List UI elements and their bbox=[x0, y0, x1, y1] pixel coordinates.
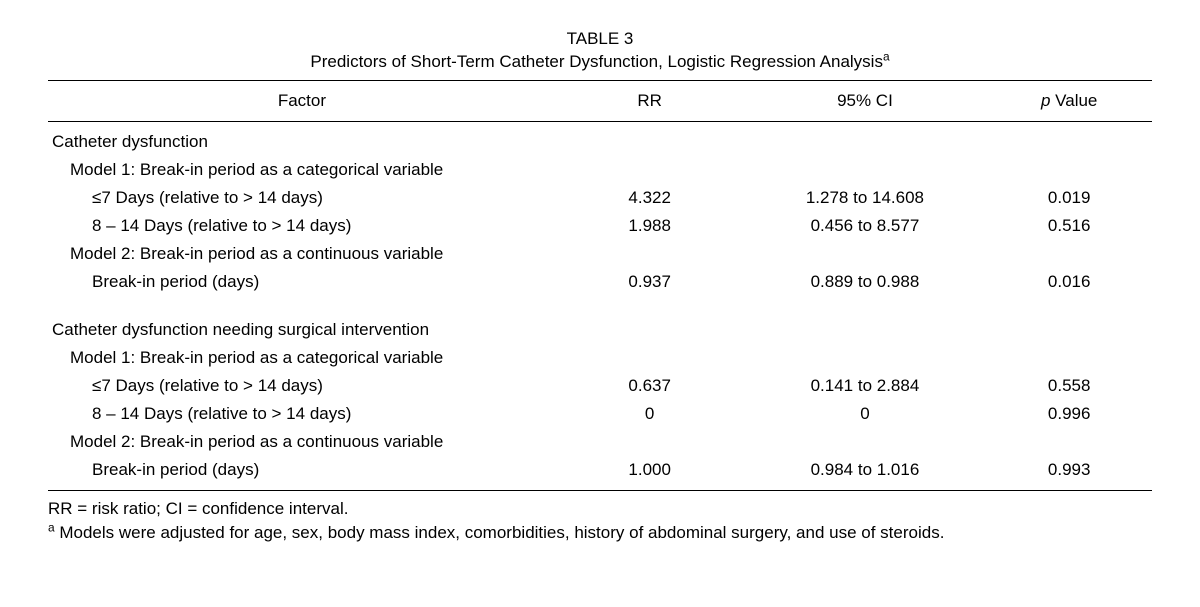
model-label-row: Model 2: Break-in period as a continuous… bbox=[48, 240, 1152, 268]
cell-ci: 0 bbox=[744, 400, 987, 428]
table-body: Catheter dysfunctionModel 1: Break-in pe… bbox=[48, 121, 1152, 490]
cell-p: 0.019 bbox=[986, 184, 1152, 212]
footnote-text: Models were adjusted for age, sex, body … bbox=[55, 523, 945, 542]
data-row: ≤7 Days (relative to > 14 days)0.6370.14… bbox=[48, 372, 1152, 400]
section-heading-row: Catheter dysfunction needing surgical in… bbox=[48, 310, 1152, 344]
cell-factor: Break-in period (days) bbox=[48, 268, 556, 296]
regression-table: Factor RR 95% CI p Value Catheter dysfun… bbox=[48, 80, 1152, 491]
footnote-a: a Models were adjusted for age, sex, bod… bbox=[48, 521, 1152, 545]
cell-p: 0.516 bbox=[986, 212, 1152, 240]
model-label: Model 2: Break-in period as a continuous… bbox=[48, 240, 1152, 268]
data-row: 8 – 14 Days (relative to > 14 days)1.988… bbox=[48, 212, 1152, 240]
cell-rr: 0.637 bbox=[556, 372, 744, 400]
model-label: Model 2: Break-in period as a continuous… bbox=[48, 428, 1152, 456]
cell-rr: 0.937 bbox=[556, 268, 744, 296]
col-header-p: p Value bbox=[986, 80, 1152, 121]
cell-ci: 0.141 to 2.884 bbox=[744, 372, 987, 400]
spacer-row bbox=[48, 296, 1152, 310]
cell-ci: 0.889 to 0.988 bbox=[744, 268, 987, 296]
cell-rr: 1.000 bbox=[556, 456, 744, 484]
cell-factor: ≤7 Days (relative to > 14 days) bbox=[48, 372, 556, 400]
cell-p: 0.993 bbox=[986, 456, 1152, 484]
trailing-pad-row bbox=[48, 484, 1152, 491]
col-header-rr: RR bbox=[556, 80, 744, 121]
model-label-row: Model 1: Break-in period as a categorica… bbox=[48, 156, 1152, 184]
data-row: 8 – 14 Days (relative to > 14 days)000.9… bbox=[48, 400, 1152, 428]
cell-p: 0.996 bbox=[986, 400, 1152, 428]
section-heading: Catheter dysfunction bbox=[48, 121, 1152, 156]
table-label: TABLE 3 bbox=[48, 28, 1152, 51]
cell-ci: 0.984 to 1.016 bbox=[744, 456, 987, 484]
section-heading: Catheter dysfunction needing surgical in… bbox=[48, 310, 1152, 344]
cell-factor: Break-in period (days) bbox=[48, 456, 556, 484]
cell-ci: 1.278 to 14.608 bbox=[744, 184, 987, 212]
cell-p: 0.558 bbox=[986, 372, 1152, 400]
footnote-marker: a bbox=[48, 520, 55, 534]
cell-factor: 8 – 14 Days (relative to > 14 days) bbox=[48, 212, 556, 240]
cell-factor: 8 – 14 Days (relative to > 14 days) bbox=[48, 400, 556, 428]
p-italic: p bbox=[1041, 91, 1050, 110]
footnote-abbrev: RR = risk ratio; CI = confidence interva… bbox=[48, 497, 1152, 521]
section-heading-row: Catheter dysfunction bbox=[48, 121, 1152, 156]
model-label: Model 1: Break-in period as a categorica… bbox=[48, 156, 1152, 184]
data-row: ≤7 Days (relative to > 14 days)4.3221.27… bbox=[48, 184, 1152, 212]
model-label-row: Model 2: Break-in period as a continuous… bbox=[48, 428, 1152, 456]
data-row: Break-in period (days)0.9370.889 to 0.98… bbox=[48, 268, 1152, 296]
header-row: Factor RR 95% CI p Value bbox=[48, 80, 1152, 121]
cell-rr: 1.988 bbox=[556, 212, 744, 240]
cell-p: 0.016 bbox=[986, 268, 1152, 296]
cell-rr: 4.322 bbox=[556, 184, 744, 212]
table-title: Predictors of Short-Term Catheter Dysfun… bbox=[48, 51, 1152, 74]
col-header-ci: 95% CI bbox=[744, 80, 987, 121]
table-title-sup: a bbox=[883, 49, 890, 63]
model-label: Model 1: Break-in period as a categorica… bbox=[48, 344, 1152, 372]
cell-ci: 0.456 to 8.577 bbox=[744, 212, 987, 240]
col-header-factor: Factor bbox=[48, 80, 556, 121]
table-title-text: Predictors of Short-Term Catheter Dysfun… bbox=[310, 52, 883, 71]
model-label-row: Model 1: Break-in period as a categorica… bbox=[48, 344, 1152, 372]
cell-rr: 0 bbox=[556, 400, 744, 428]
cell-factor: ≤7 Days (relative to > 14 days) bbox=[48, 184, 556, 212]
data-row: Break-in period (days)1.0000.984 to 1.01… bbox=[48, 456, 1152, 484]
table-wrapper: TABLE 3 Predictors of Short-Term Cathete… bbox=[48, 28, 1152, 545]
footnotes: RR = risk ratio; CI = confidence interva… bbox=[48, 497, 1152, 545]
